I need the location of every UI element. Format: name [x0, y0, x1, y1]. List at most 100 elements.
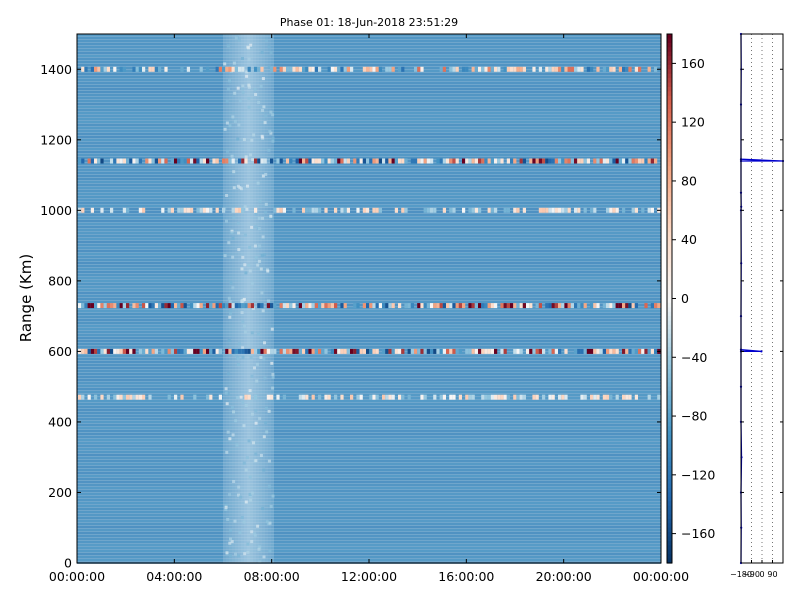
heatmap-noise-pixel: [311, 66, 315, 72]
heatmap-noise-pixel: [366, 66, 370, 72]
heatmap-quiet-pixel: [237, 38, 241, 42]
heatmap-noise-pixel: [385, 394, 389, 400]
heatmap-noise-pixel: [161, 348, 165, 354]
heatmap-noise-pixel: [308, 207, 312, 213]
heatmap-stripe: [77, 232, 661, 234]
heatmap-quiet-pixel: [241, 90, 245, 94]
heatmap-noise-pixel: [311, 348, 315, 354]
heatmap-noise-pixel: [455, 303, 459, 309]
colorbar-segment: [667, 391, 672, 397]
heatmap-stripe: [77, 193, 661, 195]
heatmap-quiet-pixel: [241, 400, 245, 404]
heatmap-stripe: [77, 145, 661, 147]
heatmap-noise-pixel: [359, 348, 363, 354]
heatmap-noise-pixel: [334, 394, 338, 400]
heatmap-quiet-pixel: [265, 38, 269, 42]
heatmap-noise-pixel: [538, 158, 542, 164]
heatmap-stripe: [77, 424, 661, 426]
heatmap-stripe: [77, 505, 661, 507]
heatmap-stripe: [77, 382, 661, 384]
colorbar-segment: [667, 130, 672, 136]
heatmap-noise-pixel: [305, 303, 309, 309]
heatmap-noise-pixel: [417, 66, 421, 72]
heatmap-stripe: [77, 520, 661, 522]
heatmap-noise-pixel: [161, 158, 165, 164]
heatmap-noise-pixel: [634, 303, 638, 309]
heatmap-quiet-pixel: [225, 194, 229, 197]
colorbar-segment: [667, 113, 672, 119]
colorbar-tick-label: 0: [681, 291, 689, 306]
heatmap-noise-pixel: [382, 303, 386, 309]
heatmap-noise-pixel: [574, 158, 578, 164]
colorbar-segment: [667, 536, 672, 542]
heatmap-noise-pixel: [420, 348, 424, 354]
heatmap-noise-pixel: [468, 394, 472, 400]
heatmap-noise-pixel: [122, 158, 126, 164]
heatmap-noise-pixel: [81, 348, 85, 354]
heatmap-quiet-pixel: [243, 324, 247, 328]
heatmap-noise-pixel: [270, 158, 274, 164]
colorbar-segment: [667, 320, 672, 326]
heatmap-noise-pixel: [484, 348, 488, 354]
heatmap-noise-pixel: [218, 348, 222, 354]
heatmap-stripe: [77, 271, 661, 273]
heatmap-noise-pixel: [270, 303, 274, 309]
heatmap-quiet-pixel: [247, 263, 251, 267]
heatmap-quiet-pixel: [239, 395, 243, 399]
heatmap-noise-pixel: [449, 66, 453, 72]
colorbar-segment: [667, 263, 672, 269]
heatmap-stripe: [77, 172, 661, 174]
heatmap-noise-pixel: [279, 66, 283, 72]
heatmap-noise-pixel: [545, 158, 549, 164]
colorbar-segment: [667, 210, 672, 216]
heatmap-noise-pixel: [282, 303, 286, 309]
heatmap-noise-pixel: [442, 66, 446, 72]
heatmap-noise-pixel: [324, 207, 328, 213]
heatmap-noise-pixel: [634, 158, 638, 164]
heatmap-noise-pixel: [353, 158, 357, 164]
heatmap-quiet-pixel: [262, 435, 266, 439]
heatmap-noise-pixel: [193, 303, 197, 309]
heatmap-noise-pixel: [138, 207, 142, 213]
heatmap-noise-pixel: [542, 158, 546, 164]
heatmap-noise-pixel: [564, 303, 568, 309]
heatmap-noise-pixel: [638, 66, 642, 72]
heatmap-noise-pixel: [452, 158, 456, 164]
heatmap-noise-pixel: [340, 207, 344, 213]
heatmap-noise-pixel: [423, 348, 427, 354]
heatmap-noise-pixel: [609, 158, 613, 164]
heatmap-noise-pixel: [148, 66, 152, 72]
heatmap-stripe: [77, 301, 661, 303]
heatmap-quiet-pixel: [247, 85, 251, 89]
heatmap-noise-pixel: [314, 348, 318, 354]
heatmap-noise-pixel: [554, 303, 558, 309]
heatmap-stripe: [77, 292, 661, 294]
colorbar-segment: [667, 245, 672, 251]
heatmap-noise-pixel: [375, 303, 379, 309]
chart-title: Phase 01: 18-Jun-2018 23:51:29: [280, 16, 458, 29]
heatmap-noise-pixel: [270, 348, 274, 354]
heatmap-noise-pixel: [215, 207, 219, 213]
heatmap-stripe: [77, 295, 661, 297]
heatmap-noise-pixel: [574, 66, 578, 72]
heatmap-stripe: [77, 319, 661, 321]
heatmap-quiet-pixel: [268, 521, 272, 525]
heatmap-stripe: [77, 151, 661, 153]
heatmap-noise-pixel: [138, 348, 142, 354]
heatmap-noise-pixel: [164, 303, 168, 309]
heatmap-noise-pixel: [273, 348, 277, 354]
heatmap-noise-pixel: [372, 348, 376, 354]
heatmap-quiet-pixel: [260, 253, 264, 257]
heatmap-noise-pixel: [94, 348, 98, 354]
heatmap-noise-pixel: [423, 207, 427, 213]
heatmap-stripe: [77, 445, 661, 447]
heatmap-noise-pixel: [574, 303, 578, 309]
heatmap-stripe: [77, 499, 661, 501]
heatmap-stripe: [77, 385, 661, 387]
heatmap-quiet-pixel: [258, 416, 262, 420]
heatmap-noise-pixel: [142, 303, 146, 309]
heatmap-noise-pixel: [558, 303, 562, 309]
heatmap-quiet-pixel: [263, 121, 267, 125]
heatmap-noise-pixel: [506, 207, 510, 213]
